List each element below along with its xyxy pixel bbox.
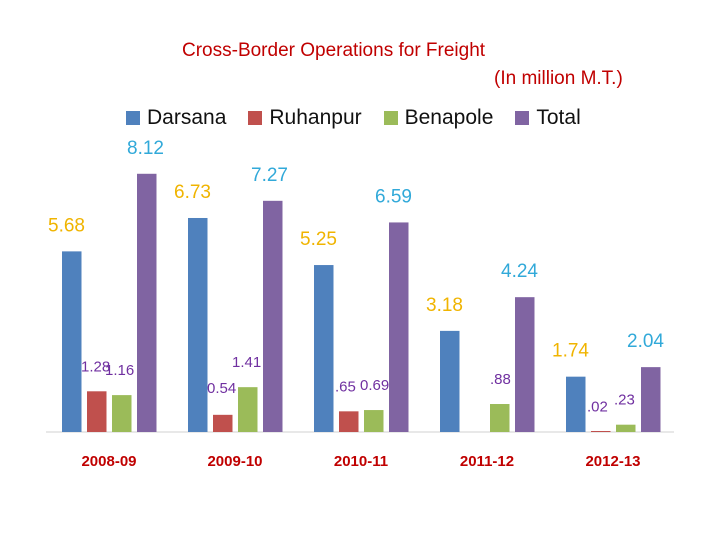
data-label-darsana-2008-09: 5.68 bbox=[48, 215, 85, 236]
category-label-2008-09: 2008-09 bbox=[81, 453, 136, 470]
category-label-2010-11: 2010-11 bbox=[334, 453, 388, 470]
bar-total-2009-10 bbox=[263, 200, 283, 432]
data-label-ruhanpur-2009-10: 0.54 bbox=[207, 380, 236, 397]
bar-total-2008-09 bbox=[137, 173, 157, 432]
bar-darsana-2011-12 bbox=[440, 330, 460, 432]
legend-label-darsana: Darsana bbox=[147, 106, 227, 129]
data-label-ruhanpur-2008-09: 1.28 bbox=[81, 358, 110, 375]
data-label-total-2010-11: 6.59 bbox=[375, 186, 412, 207]
bar-benapole-2012-13 bbox=[616, 424, 636, 432]
bar-ruhanpur-2012-13 bbox=[591, 431, 611, 432]
bar-darsana-2012-13 bbox=[566, 376, 586, 432]
legend-swatch-darsana bbox=[126, 111, 140, 125]
category-label-2009-10: 2009-10 bbox=[207, 453, 262, 470]
bar-darsana-2008-09 bbox=[62, 251, 82, 432]
data-label-ruhanpur-2010-11: .65 bbox=[335, 378, 356, 395]
bar-total-2010-11 bbox=[389, 222, 409, 432]
data-label-total-2008-09: 8.12 bbox=[127, 138, 164, 159]
data-label-total-2012-13: 2.04 bbox=[627, 331, 664, 352]
data-label-darsana-2012-13: 1.74 bbox=[552, 341, 589, 362]
category-label-2012-13: 2012-13 bbox=[585, 453, 640, 470]
data-label-total-2011-12: 4.24 bbox=[501, 261, 538, 282]
bar-benapole-2011-12 bbox=[490, 404, 510, 432]
data-label-darsana-2011-12: 3.18 bbox=[426, 295, 463, 316]
legend-label-benapole: Benapole bbox=[404, 106, 494, 129]
legend-label-ruhanpur: Ruhanpur bbox=[269, 106, 362, 129]
bar-ruhanpur-2008-09 bbox=[87, 391, 107, 432]
bar-benapole-2010-11 bbox=[364, 410, 384, 432]
bar-total-2011-12 bbox=[515, 297, 535, 432]
data-label-benapole-2009-10: 1.41 bbox=[232, 354, 261, 371]
legend-label-total: Total bbox=[536, 106, 581, 129]
chart-title: Cross-Border Operations for Freight bbox=[182, 40, 486, 61]
bar-total-2012-13 bbox=[641, 367, 661, 432]
category-label-2011-12: 2011-12 bbox=[460, 453, 514, 470]
legend: Darsana Ruhanpur Benapole Total bbox=[126, 106, 603, 130]
chart-subtitle: (In million M.T.) bbox=[494, 68, 623, 89]
data-label-benapole-2010-11: 0.69 bbox=[360, 377, 389, 394]
data-label-darsana-2010-11: 5.25 bbox=[300, 229, 337, 250]
data-label-darsana-2009-10: 6.73 bbox=[174, 182, 211, 203]
data-label-ruhanpur-2012-13: .02 bbox=[587, 398, 608, 415]
legend-swatch-total bbox=[515, 111, 530, 125]
bar-benapole-2008-09 bbox=[112, 395, 132, 432]
data-label-benapole-2011-12: .88 bbox=[490, 371, 511, 388]
bar-ruhanpur-2010-11 bbox=[339, 411, 359, 432]
bar-darsana-2009-10 bbox=[188, 217, 208, 432]
data-label-total-2009-10: 7.27 bbox=[251, 165, 288, 186]
legend-item-benapole: Benapole bbox=[383, 106, 494, 130]
data-label-benapole-2012-13: .23 bbox=[614, 392, 635, 409]
data-label-benapole-2008-09: 1.16 bbox=[105, 362, 134, 379]
bar-darsana-2010-11 bbox=[314, 265, 334, 432]
bar-benapole-2009-10 bbox=[238, 387, 258, 432]
legend-item-total: Total bbox=[515, 106, 581, 130]
legend-item-ruhanpur: Ruhanpur bbox=[248, 106, 362, 130]
legend-item-darsana: Darsana bbox=[126, 106, 226, 130]
bar-ruhanpur-2009-10 bbox=[213, 414, 233, 432]
legend-swatch-benapole bbox=[383, 111, 398, 125]
legend-swatch-ruhanpur bbox=[248, 111, 263, 125]
